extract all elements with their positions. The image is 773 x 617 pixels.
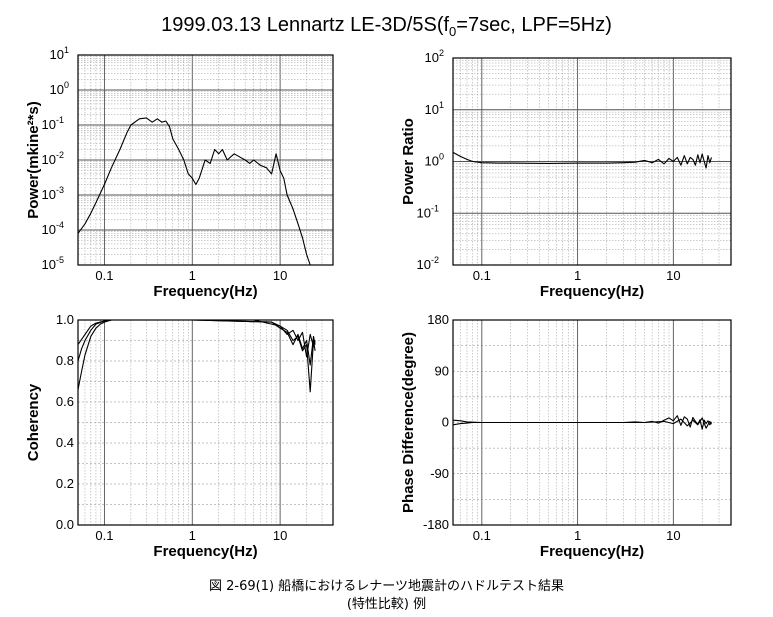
y-tick-label: 10-4: [42, 220, 64, 237]
plot-frame: [452, 319, 732, 526]
x-axis-label: Frequency(Hz): [153, 543, 257, 560]
y-tick-label: 180: [427, 312, 449, 327]
series-line-2: [77, 319, 316, 366]
y-tick-label: 0.0: [56, 517, 74, 532]
x-tick-label: 0.1: [95, 268, 113, 283]
chart-panel-3: 0.1 1 10 1.0 0.8 0.6 0.4 0.2 0.0 Frequency(Hz) Coh…: [25, 312, 334, 560]
grid: [453, 58, 731, 265]
caption-line-1: 図 2-69(1) 船橋におけるレナーツ地震計のハドルテスト結果: [209, 579, 564, 594]
y-tick-label: 0.6: [56, 394, 74, 409]
chart-panel-4: 0.1 1 10 180 90 0 -90 -180 Frequency(Hz) Phase Di…: [400, 312, 732, 560]
x-tick-label: 10: [273, 268, 287, 283]
series-line-1: [452, 151, 713, 169]
figure-title: 1999.03.13 Lennartz LE-3D/5S(f0=7sec, LP…: [161, 14, 612, 39]
y-tick-label: 100: [425, 152, 444, 169]
x-tick-label: 1: [189, 528, 196, 543]
x-tick-label: 1: [189, 268, 196, 283]
y-tick-label: 1.0: [56, 312, 74, 327]
x-tick-label: 1: [574, 528, 581, 543]
y-tick-label: 10-1: [417, 203, 439, 220]
y-tick-label: 100: [50, 80, 69, 97]
y-axis-label: Power(mkine²*s): [25, 101, 42, 219]
x-tick-label: 10: [666, 528, 680, 543]
series-line-1: [77, 319, 316, 393]
plot-frame: [452, 57, 732, 266]
grid: [78, 55, 333, 265]
y-axis-label: Phase Difference(degree): [400, 332, 417, 513]
y-tick-label: 10-1: [42, 115, 64, 132]
y-tick-label: 90: [435, 363, 449, 378]
y-tick-label: 0.8: [56, 353, 74, 368]
x-axis-label: Frequency(Hz): [153, 283, 257, 300]
x-tick-label: 10: [666, 268, 680, 283]
x-tick-label: 0.1: [473, 528, 491, 543]
y-tick-label: 102: [425, 48, 444, 65]
y-axis-label: Coherency: [25, 383, 42, 461]
y-axis-label: Power Ratio: [400, 118, 417, 205]
y-tick-label: 10-5: [42, 255, 64, 272]
x-axis-label: Frequency(Hz): [540, 283, 644, 300]
y-tick-label: 10-2: [42, 150, 64, 167]
y-tick-label: 0.2: [56, 476, 74, 491]
grid: [78, 320, 333, 525]
x-axis-label: Frequency(Hz): [540, 543, 644, 560]
x-tick-label: 0.1: [95, 528, 113, 543]
y-tick-label: -90: [430, 466, 449, 481]
x-tick-label: 1: [574, 268, 581, 283]
x-tick-label: 10: [273, 528, 287, 543]
plot-frame: [77, 54, 334, 266]
chart-panel-2: 0.1 1 10 102 101 100 10-1 10-2 Frequency(Hz) Powe…: [400, 48, 732, 300]
y-tick-label: -180: [423, 517, 449, 532]
x-tick-label: 0.1: [473, 268, 491, 283]
caption-line-2: (特性比較) 例: [346, 597, 427, 612]
chart-panel-1: 0.1 1 10 101 100 10-1 10-2 10-3 10-4 10-5 Frequenc…: [25, 45, 334, 300]
y-tick-label: 101: [50, 45, 69, 62]
y-tick-label: 0.4: [56, 435, 74, 450]
y-tick-label: 10-2: [417, 255, 439, 272]
series-line-3: [77, 319, 316, 358]
series-line-1: [77, 117, 316, 266]
y-tick-label: 101: [425, 100, 444, 117]
series-line-2: [452, 417, 712, 429]
y-tick-label: 10-3: [42, 185, 64, 202]
y-tick-label: 0: [442, 415, 449, 430]
